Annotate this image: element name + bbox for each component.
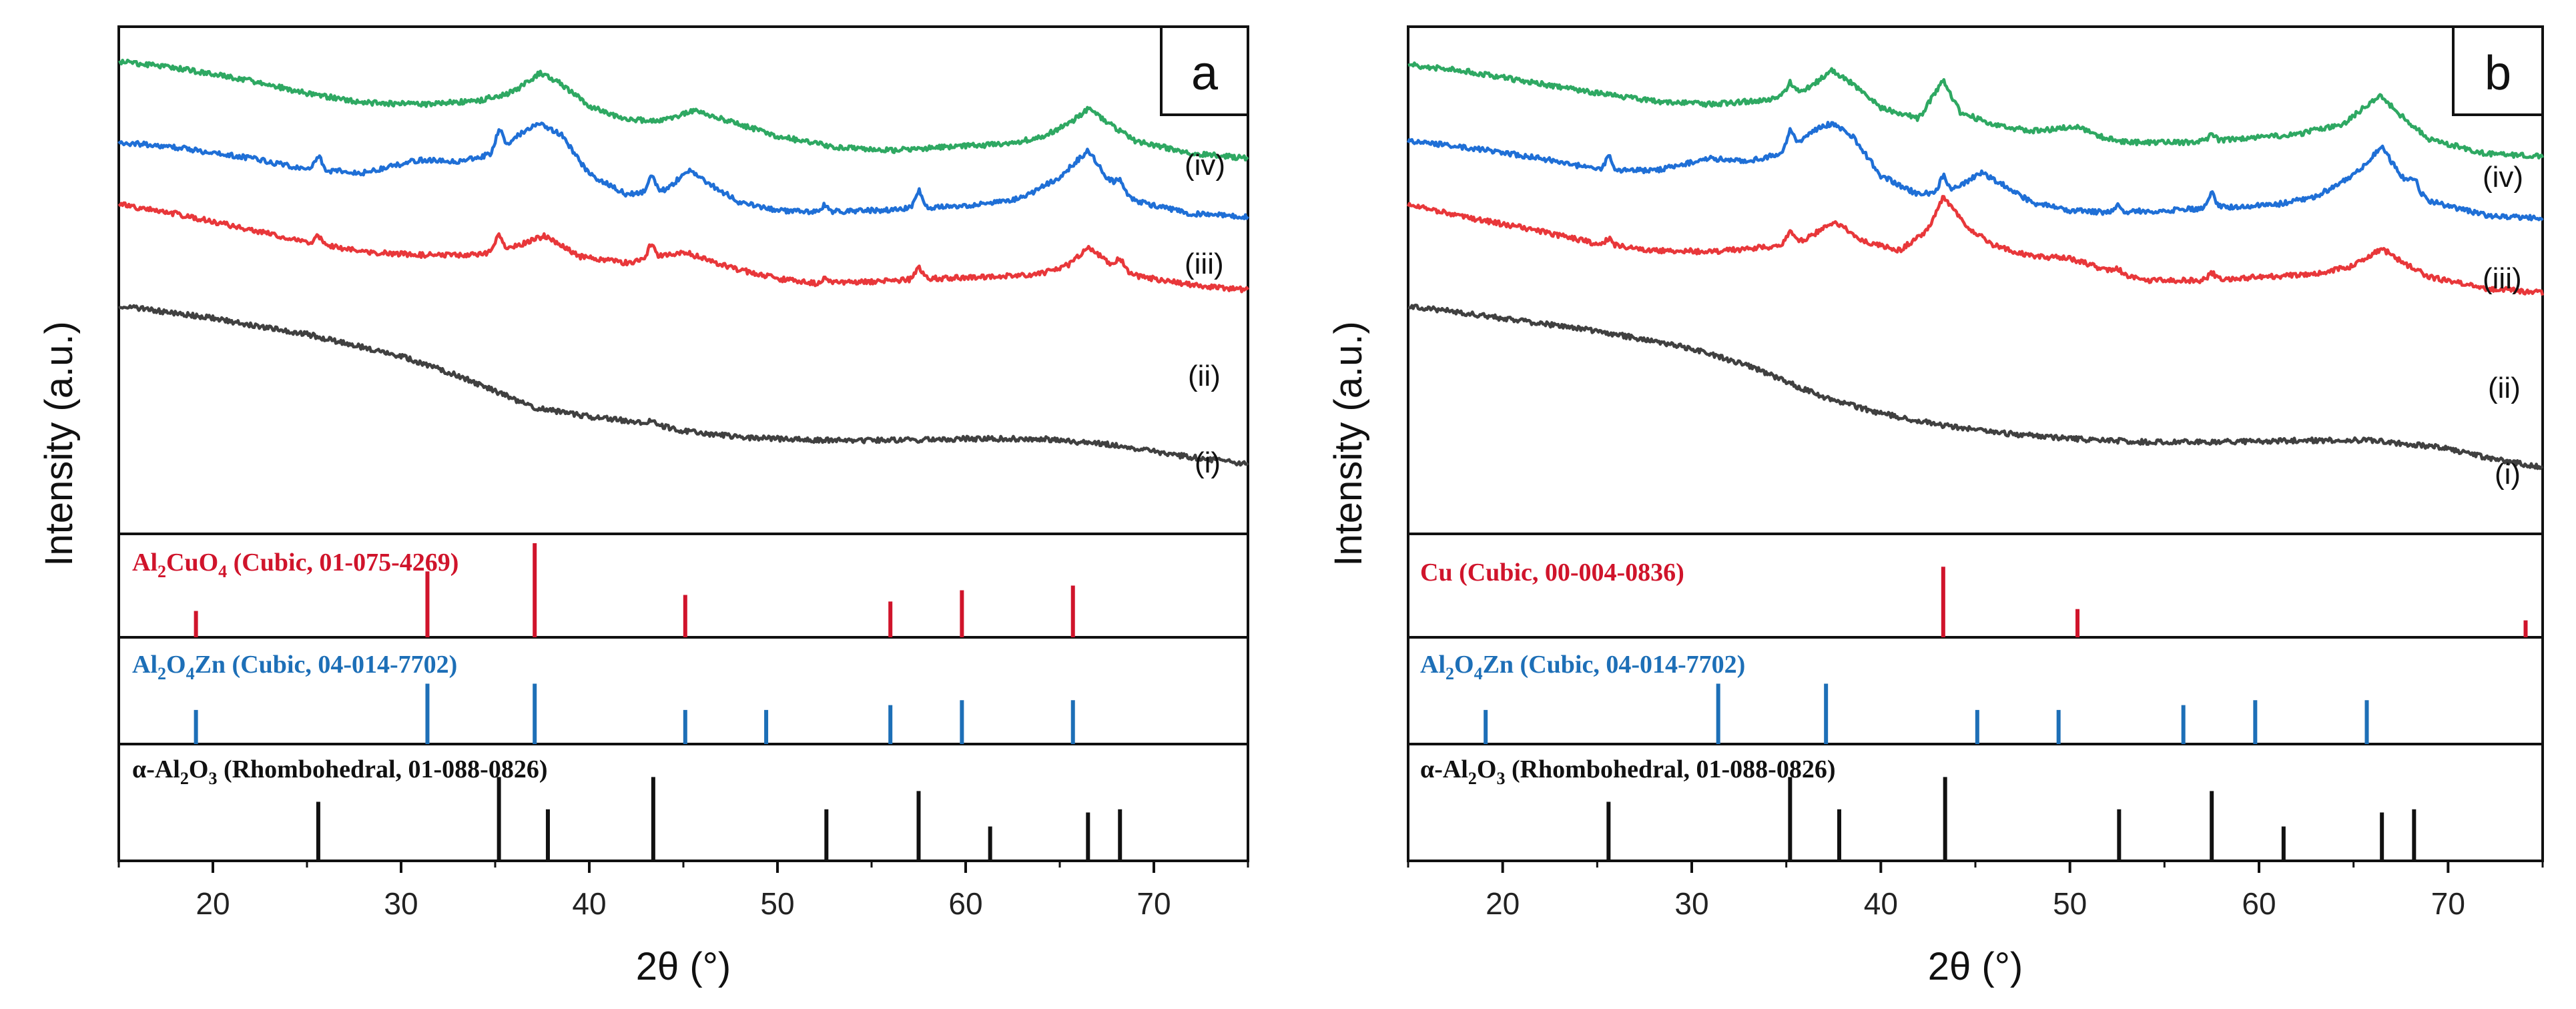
- panel-a-label-ii: (ii): [1188, 360, 1221, 392]
- panel-a-x-axis-title: 2θ (°): [636, 945, 731, 988]
- panel-b-label-iv: (iv): [2483, 161, 2523, 194]
- panel-a-curve-i: [117, 304, 1249, 467]
- panel-b-x-tick-label: 20: [1486, 886, 1520, 921]
- panel-b-letter: b: [2485, 47, 2511, 100]
- panel-a-curve-iii: [117, 121, 1249, 221]
- panel-a-curves: [117, 58, 1249, 467]
- panel-b-x-tick-label: 50: [2053, 886, 2087, 921]
- panel-b-x-axis-title: 2θ (°): [1928, 945, 2023, 988]
- panel-b-x-tick-label: 40: [1864, 886, 1898, 921]
- panel-b-curve-iii: [1406, 121, 2544, 222]
- panel-b-ref-label-cu: Cu (Cubic, 00-004-0836): [1420, 559, 1684, 587]
- panel-a-y-axis-title: Intensity (a.u.): [37, 321, 81, 566]
- panel-b-ref-label-alpha-al2o3: α-Al2O3 (Rhombohedral, 01-088-0826): [1420, 755, 1835, 788]
- panel-b-curves: [1406, 61, 2545, 470]
- panel-b-label-i: (i): [2495, 458, 2521, 490]
- panel-b-x-ticks: 20 30 40 50 60 70: [1407, 861, 2544, 921]
- panel-a-reference-bars: [194, 543, 1122, 861]
- panel-b-curve-iv: [1407, 61, 2545, 160]
- panel-a-letter-box: [1160, 25, 1249, 116]
- panel-a-ref-label-al2o4zn: Al2O4Zn (Cubic, 04-014-7702): [132, 651, 457, 683]
- panel-a-label-i: (i): [1195, 446, 1221, 479]
- panel-b-curve-ii: [1406, 195, 2545, 296]
- panel-b-x-tick-label: 70: [2431, 886, 2465, 921]
- panel-a-letter: a: [1191, 47, 1219, 100]
- panel-b-x-tick-label: 30: [1674, 886, 1708, 921]
- panel-b-x-tick-label: 60: [2242, 886, 2276, 921]
- panel-a-x-tick-label: 40: [572, 886, 606, 921]
- panel-a-curve-ii: [117, 201, 1249, 294]
- panel-b-label-iii: (iii): [2483, 262, 2522, 295]
- panel-a-x-tick-label: 50: [760, 886, 794, 921]
- panel-a-ref-label-alpha-al2o3: α-Al2O3 (Rhombohedral, 01-088-0826): [132, 755, 547, 788]
- panel-a-x-tick-label: 20: [196, 886, 230, 921]
- panel-a-label-iii: (iii): [1185, 248, 1224, 280]
- panel-a-x-ticks: 20 30 40 50 60 70: [117, 861, 1249, 921]
- panel-b-y-axis-title: Intensity (a.u.): [1327, 321, 1370, 566]
- panel-a: 20 30 40 50 60 70 a (iv) (iii) (ii) (i) Al2Cu…: [37, 25, 1249, 988]
- panel-a-ref-label-al2cuo4: Al2CuO4 (Cubic, 01-075-4269): [132, 549, 458, 581]
- panel-a-main-frame: [117, 25, 1249, 535]
- panel-a-x-tick-label: 30: [384, 886, 418, 921]
- panel-b-reference-bars: [1484, 567, 2528, 861]
- panel-b: 20 30 40 50 60 70 b (iv) (iii) (ii) (i) Cu (C…: [1327, 25, 2545, 988]
- panel-b-letter-box: [2452, 25, 2544, 116]
- panel-b-curve-i: [1407, 303, 2543, 470]
- panel-a-x-tick-label: 60: [948, 886, 982, 921]
- panel-a-label-iv: (iv): [1185, 149, 1225, 182]
- panel-a-curve-iv: [118, 58, 1249, 162]
- panel-b-label-ii: (ii): [2488, 372, 2521, 404]
- panel-a-x-tick-label: 70: [1137, 886, 1171, 921]
- panel-b-ref-label-al2o4zn: Al2O4Zn (Cubic, 04-014-7702): [1420, 651, 1745, 683]
